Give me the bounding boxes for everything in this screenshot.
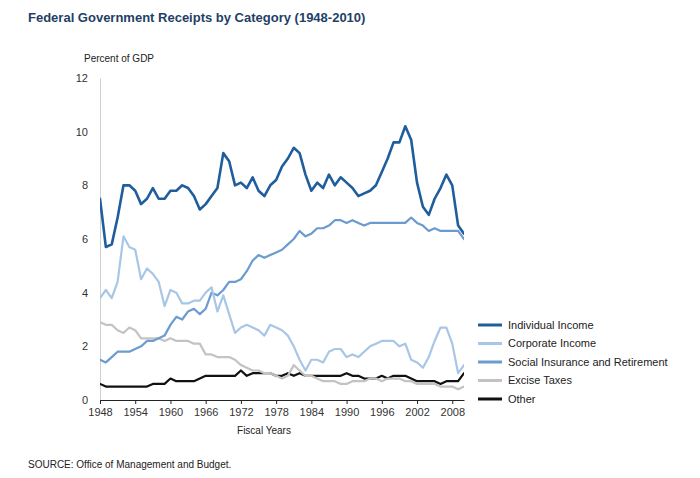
x-tick: 2008 — [441, 400, 465, 418]
series-line — [100, 236, 464, 373]
legend-swatch — [478, 324, 502, 327]
x-tick-label: 2002 — [405, 406, 429, 418]
legend-label: Social Insurance and Retirement — [508, 356, 668, 368]
series-line — [100, 218, 464, 363]
x-tick-label: 1948 — [88, 406, 112, 418]
legend-item: Other — [478, 393, 536, 405]
x-tick-mark — [170, 400, 171, 404]
y-tick: 0 — [82, 394, 100, 406]
x-tick: 1984 — [300, 400, 324, 418]
legend-item: Individual Income — [478, 319, 594, 331]
x-tick: 1978 — [264, 400, 288, 418]
x-axis-line — [101, 400, 465, 401]
title: Federal Government Receipts by Category … — [28, 10, 365, 25]
x-tick: 1948 — [88, 400, 112, 418]
legend-label: Other — [508, 393, 536, 405]
x-tick-label: 1978 — [264, 406, 288, 418]
x-tick: 1990 — [335, 400, 359, 418]
x-tick-mark — [417, 400, 418, 404]
x-tick-label: 1984 — [300, 406, 324, 418]
legend-item: Excise Taxes — [478, 374, 572, 386]
y-tick-label: 6 — [82, 233, 88, 245]
y-tick: 12 — [76, 72, 100, 84]
x-tick-mark — [241, 400, 242, 404]
x-tick: 1972 — [229, 400, 253, 418]
y-axis: 0 2 4 6 8 10 12 — [76, 72, 101, 406]
x-tick: 1954 — [123, 400, 147, 418]
x-tick-mark — [347, 400, 348, 404]
x-tick-mark — [382, 400, 383, 404]
source-note: SOURCE: Office of Management and Budget. — [28, 459, 231, 470]
x-tick-mark — [206, 400, 207, 404]
legend-swatch — [478, 398, 502, 401]
y-tick: 6 — [82, 233, 100, 245]
legend-item: Corporate Income — [478, 337, 596, 349]
y-tick: 10 — [76, 126, 100, 138]
y-tick-label: 10 — [76, 126, 88, 138]
y-tick: 8 — [82, 179, 100, 191]
y-axis-title: Percent of GDP — [84, 53, 154, 64]
x-tick: 1966 — [194, 400, 218, 418]
y-tick-label: 8 — [82, 179, 88, 191]
x-tick-label: 1972 — [229, 406, 253, 418]
x-tick-label: 1966 — [194, 406, 218, 418]
plot-area — [100, 126, 464, 389]
legend-label: Individual Income — [508, 319, 594, 331]
x-tick: 1996 — [370, 400, 394, 418]
x-tick-mark — [135, 400, 136, 404]
y-tick-label: 12 — [76, 72, 88, 84]
y-tick-label: 2 — [82, 340, 88, 352]
series-line — [100, 126, 464, 247]
legend-swatch — [478, 342, 502, 345]
x-tick-label: 2008 — [441, 406, 465, 418]
y-tick: 4 — [82, 287, 100, 299]
chart: Federal Government Receipts by Category … — [0, 0, 700, 478]
x-tick-label: 1960 — [159, 406, 183, 418]
x-tick-label: 1990 — [335, 406, 359, 418]
x-tick-label: 1996 — [370, 406, 394, 418]
legend-swatch — [478, 379, 502, 382]
legend: Individual Income Corporate Income Social … — [478, 319, 668, 405]
background — [0, 0, 700, 478]
y-tick: 2 — [82, 340, 100, 352]
x-tick-label: 1954 — [123, 406, 147, 418]
y-tick-label: 0 — [82, 394, 88, 406]
x-axis-title: Fiscal Years — [237, 425, 291, 436]
x-tick-mark — [276, 400, 277, 404]
legend-swatch — [478, 361, 502, 364]
y-axis-line — [100, 79, 101, 401]
legend-label: Excise Taxes — [508, 374, 572, 386]
x-tick-mark — [311, 400, 312, 404]
x-tick: 2002 — [405, 400, 429, 418]
legend-item: Social Insurance and Retirement — [478, 356, 668, 368]
x-tick-mark — [100, 400, 101, 404]
y-tick-label: 4 — [82, 287, 88, 299]
x-tick: 1960 — [159, 400, 183, 418]
x-tick-mark — [452, 400, 453, 404]
legend-label: Corporate Income — [508, 337, 596, 349]
x-axis: 1948 1954 1960 1966 1972 1978 1984 1990 1996 2002… — [88, 400, 465, 418]
